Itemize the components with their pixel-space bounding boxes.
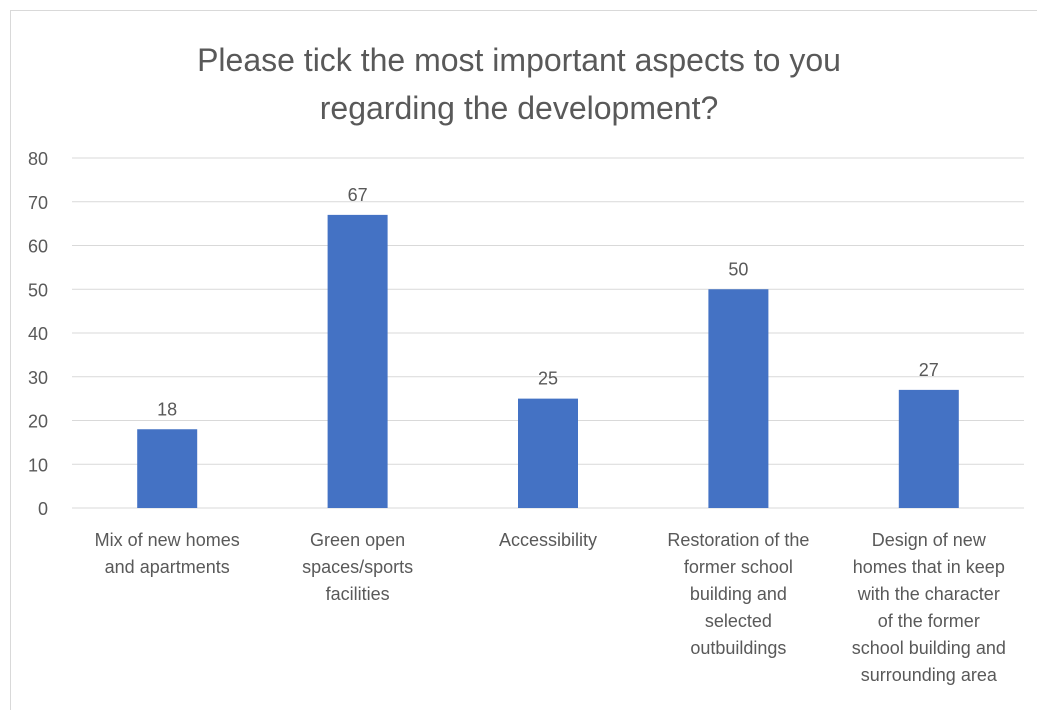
data-label: 67 bbox=[348, 185, 368, 205]
data-label: 50 bbox=[728, 259, 748, 279]
data-label: 25 bbox=[538, 369, 558, 389]
bar bbox=[708, 289, 769, 508]
bar bbox=[327, 214, 388, 508]
data-label: 18 bbox=[157, 399, 177, 419]
y-tick-label: 0 bbox=[38, 499, 48, 519]
y-tick-label: 60 bbox=[28, 237, 48, 257]
y-tick-label: 70 bbox=[28, 193, 48, 213]
y-tick-label: 10 bbox=[28, 455, 48, 475]
y-tick-label: 40 bbox=[28, 324, 48, 344]
chart-title: Please tick the most important aspects t… bbox=[197, 42, 841, 126]
x-tick-label: Restoration of the former school building … bbox=[667, 530, 809, 658]
x-axis-labels: Mix of new homes and apartments Green open… bbox=[95, 530, 1006, 685]
bar bbox=[137, 429, 198, 508]
y-tick-label: 50 bbox=[28, 280, 48, 300]
bars bbox=[137, 214, 959, 508]
x-tick-label: Accessibility bbox=[499, 530, 597, 550]
x-tick-label: Mix of new homes and apartments bbox=[95, 530, 240, 577]
y-tick-label: 30 bbox=[28, 368, 48, 388]
y-tick-label: 20 bbox=[28, 412, 48, 432]
bar bbox=[898, 389, 959, 508]
data-labels: 18 67 25 50 27 bbox=[157, 185, 939, 419]
chart-frame bbox=[10, 10, 1037, 710]
x-tick-label: Design of new homes that in keep with the … bbox=[852, 530, 1006, 685]
gridlines bbox=[72, 157, 1024, 509]
y-tick-label: 80 bbox=[28, 149, 48, 169]
x-tick-label: Green open spaces/sports facilities bbox=[302, 530, 413, 604]
data-label: 27 bbox=[919, 360, 939, 380]
bar bbox=[518, 398, 578, 508]
y-axis-ticks: 0 10 20 30 40 50 60 70 80 bbox=[28, 149, 48, 519]
